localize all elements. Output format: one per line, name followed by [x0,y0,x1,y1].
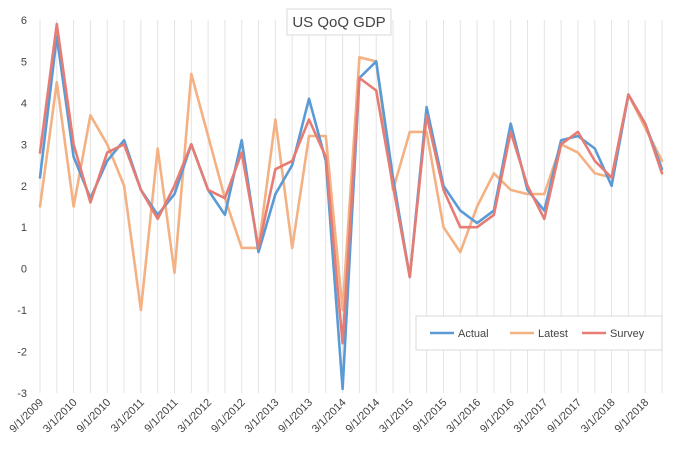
x-tick-label: 9/1/2009 [7,397,46,436]
series-line-survey [38,22,664,345]
chart-title: US QoQ GDP [286,8,392,36]
x-tick-label: 9/1/2010 [75,397,114,436]
x-tick-label: 3/1/2018 [579,397,618,436]
x-tick-label: 9/1/2018 [613,397,652,436]
x-tick-label: 3/1/2011 [109,397,147,435]
x-axis-tick-labels: 9/1/20093/1/20109/1/20103/1/20119/1/2011… [7,397,651,436]
x-tick-label: 3/1/2010 [41,397,80,436]
x-tick-label: 9/1/2011 [142,397,180,435]
x-tick-label: 3/1/2014 [310,397,349,436]
x-tick-label: 3/1/2016 [444,397,483,436]
legend-item-actual: Actual [430,328,489,340]
x-tick-label: 9/1/2013 [276,397,315,436]
x-tick-label: 9/1/2014 [344,397,383,436]
y-tick-label: 0 [21,264,27,276]
y-axis-tick-labels: -3 -2 -1 0 1 2 3 4 5 6 [17,15,27,400]
y-tick-label: 3 [21,139,27,151]
y-tick-label: 2 [21,181,27,193]
x-tick-label: 3/1/2015 [377,397,416,436]
legend-label: Survey [610,328,645,340]
chart-title-box [286,8,392,36]
x-tick-label: 3/1/2013 [243,397,282,436]
y-tick-label: 1 [21,222,27,234]
x-tick-label: 3/1/2017 [512,397,551,436]
x-tick-label: 9/1/2017 [545,397,584,436]
y-tick-label: -3 [17,388,27,400]
x-tick-label: 9/1/2016 [478,397,517,436]
y-tick-label: 5 [21,56,27,68]
legend: Actual Latest Survey [415,315,663,351]
legend-label: Latest [538,328,568,340]
y-tick-label: -1 [17,305,27,317]
y-tick-label: -2 [17,347,27,359]
chart-title-text: US QoQ GDP [292,14,385,31]
y-tick-label: 6 [21,15,27,27]
series-lines [38,22,664,391]
legend-item-survey: Survey [582,328,645,340]
legend-label: Actual [458,328,489,340]
x-tick-label: 3/1/2012 [175,397,214,436]
series-line-latest [38,55,664,312]
y-tick-label: 4 [21,98,27,110]
legend-item-latest: Latest [510,328,568,340]
x-tick-label: 9/1/2012 [209,397,248,436]
x-tick-label: 9/1/2015 [411,397,450,436]
legend-box [415,315,663,351]
